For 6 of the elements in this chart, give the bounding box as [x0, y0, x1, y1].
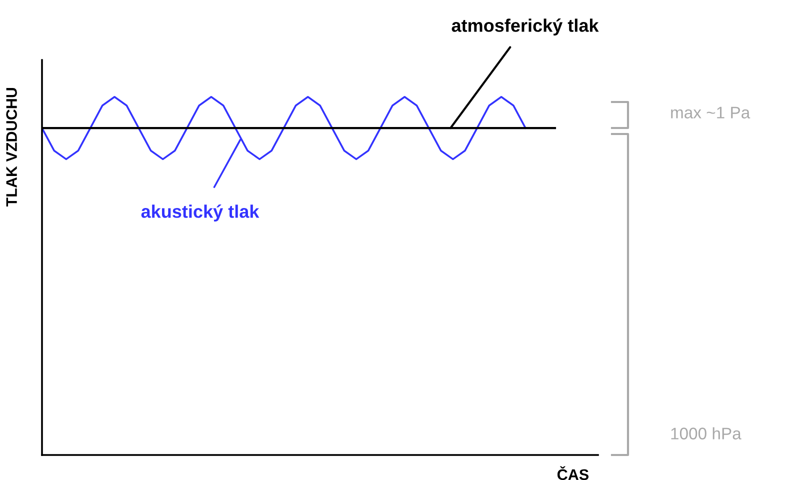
- x-axis-title: ČAS: [557, 466, 589, 480]
- text: max ~1 Pa: [671, 106, 750, 118]
- text: 1000 hPa: [671, 427, 742, 440]
- y-axis-title: TLAK VZDUCHU: [6, 88, 17, 207]
- annotation: akustický tlak: [141, 204, 260, 222]
- ref-line-label: atmosferický tlak: [452, 18, 599, 36]
